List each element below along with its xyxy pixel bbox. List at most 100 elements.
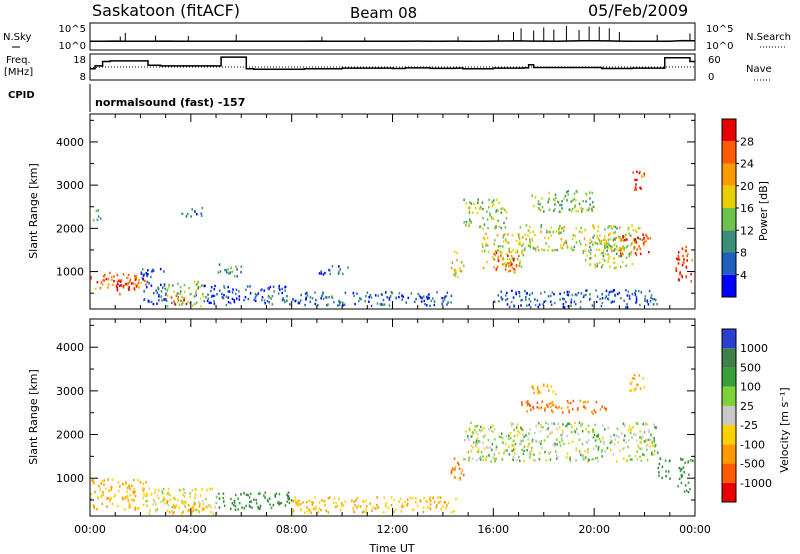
power-cell: [205, 296, 207, 299]
velocity-cell: [476, 424, 479, 428]
velocity-cell: [478, 440, 480, 443]
velocity-cell: [392, 510, 395, 514]
power-cell: [679, 272, 681, 276]
power-cell: [518, 262, 521, 265]
power-cell: [522, 243, 525, 246]
power-cell: [468, 209, 471, 213]
velocity-cell: [166, 500, 169, 503]
velocity-cell: [480, 429, 482, 433]
velocity-cell: [555, 393, 557, 396]
power-cell: [238, 298, 241, 301]
power-cell: [260, 289, 262, 292]
power-cell: [575, 241, 578, 244]
velocity-cell: [98, 485, 100, 488]
power-cell: [482, 217, 484, 220]
velocity-cell: [581, 422, 583, 426]
velocity-cell: [429, 499, 432, 503]
power-cell: [500, 250, 503, 254]
power-cell: [152, 268, 154, 271]
power-cell: [581, 210, 583, 213]
power-cell: [601, 297, 604, 300]
power-cell: [128, 288, 130, 292]
velocity-cell: [653, 439, 656, 442]
power-cell: [201, 206, 204, 210]
power-cell: [306, 294, 309, 297]
power-cell: [599, 234, 601, 237]
power-cell: [619, 249, 622, 252]
power-cell: [609, 232, 612, 235]
power-cell: [608, 233, 610, 237]
power-cell: [488, 206, 490, 209]
velocity-cell: [647, 438, 650, 442]
velocity-cell: [658, 462, 661, 466]
power-cell: [507, 233, 509, 236]
velocity-cell: [435, 506, 437, 509]
velocity-cell: [628, 439, 630, 442]
power-cell: [529, 242, 532, 246]
power-cell: [562, 305, 565, 309]
velocity-cell: [550, 402, 552, 405]
velocity-cell: [352, 508, 354, 511]
power-cell: [143, 298, 146, 301]
velocity-cell: [457, 461, 459, 465]
velocity-cell: [148, 487, 151, 490]
power-cell: [322, 291, 324, 294]
velocity-cell: [191, 506, 193, 509]
power-cell: [607, 242, 609, 245]
power-cell: [649, 300, 652, 303]
velocity-ytick-label: 4000: [56, 341, 84, 354]
cpid-value: normalsound (fast) -157: [95, 96, 245, 109]
velocity-cell: [142, 482, 144, 485]
velocity-cell: [229, 507, 232, 511]
velocity-cell: [124, 496, 127, 499]
power-cell: [515, 239, 518, 243]
power-cell: [554, 208, 556, 211]
velocity-cell: [181, 512, 183, 515]
velocity-cell: [530, 449, 533, 452]
power-cell: [133, 287, 136, 290]
power-cell: [538, 206, 540, 210]
power-cell: [531, 238, 533, 241]
velocity-cell: [277, 501, 279, 505]
velocity-cell: [328, 496, 331, 499]
velocity-cell: [218, 492, 220, 495]
power-cell: [554, 193, 557, 196]
velocity-cell: [641, 435, 644, 438]
power-cell: [213, 300, 215, 303]
power-cell: [573, 197, 575, 201]
velocity-cell: [194, 496, 196, 499]
power-cell: [613, 300, 616, 303]
velocity-cell: [552, 411, 554, 414]
velocity-cell: [230, 497, 232, 501]
velocity-cell: [537, 390, 539, 393]
power-cell: [547, 201, 549, 204]
power-cell: [596, 242, 599, 245]
power-cell: [677, 251, 680, 254]
velocity-cell: [92, 480, 95, 483]
power-cell: [510, 261, 513, 265]
velocity-cell: [161, 490, 163, 493]
power-cell: [626, 294, 629, 297]
power-cell: [608, 225, 611, 228]
power-cell: [504, 238, 507, 242]
velocity-cell: [312, 501, 314, 504]
power-cell: [628, 252, 631, 255]
velocity-cell: [362, 500, 364, 503]
power-cell: [630, 251, 633, 254]
velocity-cell: [585, 427, 587, 431]
power-cell: [681, 247, 684, 250]
power-cell: [447, 301, 449, 304]
power-cell: [505, 253, 508, 256]
power-cell: [625, 306, 627, 309]
power-cell: [134, 278, 137, 281]
power-cell: [201, 284, 203, 287]
velocity-cell: [243, 507, 246, 510]
power-cell: [177, 282, 179, 285]
velocity-cell: [523, 449, 525, 452]
power-cell: [677, 278, 680, 281]
power-cell: [622, 253, 624, 256]
power-cell: [175, 294, 178, 297]
velocity-cell: [198, 510, 200, 513]
power-cell: [317, 303, 319, 307]
velocity-cell: [93, 506, 95, 510]
